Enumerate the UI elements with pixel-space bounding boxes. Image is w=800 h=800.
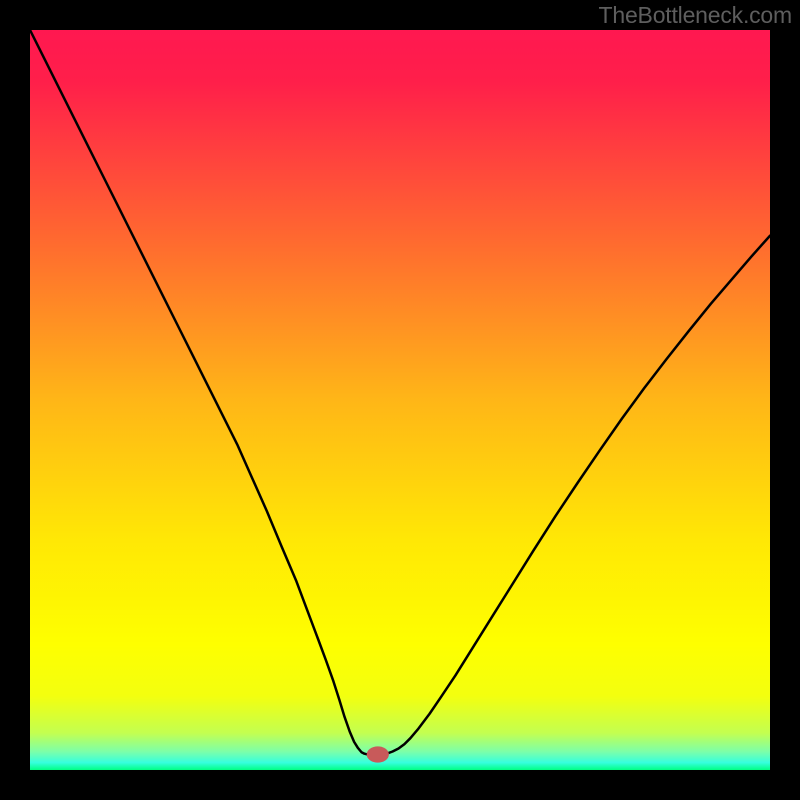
- chart-frame: TheBottleneck.com: [0, 0, 800, 800]
- plot-area: [30, 30, 770, 770]
- gradient-background: [30, 30, 770, 770]
- bottleneck-chart: [30, 30, 770, 770]
- watermark-text: TheBottleneck.com: [599, 2, 792, 29]
- optimal-point-marker: [367, 746, 389, 762]
